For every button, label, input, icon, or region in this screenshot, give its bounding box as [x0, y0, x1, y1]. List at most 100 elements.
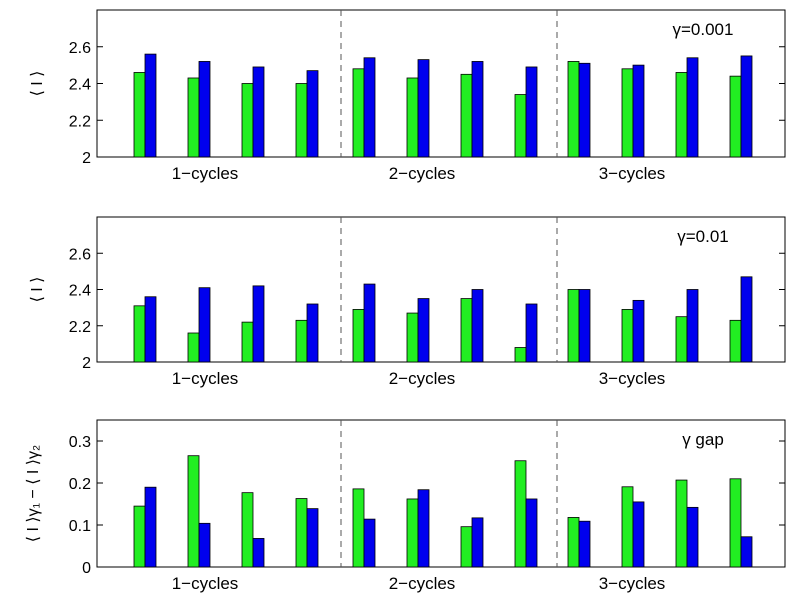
bar-green-1-0 [133, 305, 146, 363]
bar-green-2-3 [295, 498, 308, 568]
bar-green-0-9 [621, 68, 634, 158]
group-label: 3−cycles [599, 369, 666, 388]
bar-blue-0-8 [578, 62, 591, 158]
bar-blue-0-11 [740, 55, 753, 158]
bar-blue-2-1 [198, 522, 211, 568]
bar-blue-2-0 [144, 486, 157, 568]
bar-green-1-10 [675, 316, 688, 363]
y-tick-label: 0.3 [69, 434, 91, 451]
bar-blue-0-6 [471, 61, 484, 158]
panel-annotation: γ gap [682, 430, 724, 449]
bar-blue-2-8 [578, 520, 591, 568]
bar-green-2-4 [352, 488, 365, 568]
y-tick-label: 0.2 [69, 476, 91, 493]
bar-blue-1-3 [306, 303, 319, 363]
bar-green-0-2 [241, 83, 254, 158]
bar-green-0-0 [133, 72, 146, 158]
group-label: 1−cycles [172, 164, 239, 183]
y-tick-label: 2.2 [69, 319, 91, 336]
bar-blue-0-10 [686, 57, 699, 158]
bar-green-1-5 [406, 312, 419, 363]
bar-blue-1-4 [363, 283, 376, 363]
group-label: 2−cycles [389, 369, 456, 388]
bar-blue-2-9 [632, 501, 645, 568]
bar-blue-1-2 [252, 285, 265, 363]
bar-blue-0-1 [198, 61, 211, 158]
bar-green-2-0 [133, 505, 146, 568]
bar-blue-2-7 [525, 498, 538, 568]
bar-blue-0-9 [632, 64, 645, 158]
bar-blue-0-0 [144, 53, 157, 158]
bar-blue-2-6 [471, 517, 484, 568]
bar-blue-1-9 [632, 299, 645, 363]
bar-green-2-10 [675, 479, 688, 568]
bar-green-2-8 [567, 517, 580, 568]
bar-green-0-5 [406, 77, 419, 158]
bar-green-1-6 [460, 298, 473, 363]
bar-green-2-9 [621, 486, 634, 568]
bar-green-0-6 [460, 73, 473, 158]
bar-blue-2-3 [306, 508, 319, 568]
y-tick-label: 2.4 [69, 77, 91, 94]
bar-blue-1-10 [686, 289, 699, 363]
bar-green-1-11 [729, 319, 742, 363]
bar-green-1-8 [567, 289, 580, 363]
bar-green-2-1 [187, 455, 200, 568]
panel-annotation: γ=0.01 [677, 227, 729, 246]
bar-blue-0-4 [363, 57, 376, 158]
bar-blue-1-1 [198, 287, 211, 363]
bar-blue-2-4 [363, 518, 376, 568]
bar-green-1-9 [621, 309, 634, 363]
y-axis-label: ⟨ I ⟩ [29, 277, 46, 303]
bar-blue-1-5 [417, 298, 430, 363]
bar-blue-1-0 [144, 296, 157, 363]
y-tick-label: 2.2 [69, 113, 91, 130]
bar-green-2-5 [406, 498, 419, 568]
y-tick-label: 2 [82, 150, 91, 167]
panel-annotation: γ=0.001 [673, 20, 734, 39]
y-tick-label: 2.6 [69, 40, 91, 57]
bar-green-0-7 [514, 94, 527, 158]
group-label: 3−cycles [599, 164, 666, 183]
bar-green-0-1 [187, 77, 200, 158]
bar-green-1-1 [187, 332, 200, 363]
bar-blue-0-3 [306, 70, 319, 158]
bar-green-0-4 [352, 68, 365, 158]
bar-green-2-11 [729, 478, 742, 568]
y-tick-label: 0 [82, 560, 91, 577]
group-label: 3−cycles [599, 574, 666, 593]
y-tick-label: 2.6 [69, 246, 91, 263]
bar-green-2-7 [514, 460, 527, 568]
bar-blue-2-10 [686, 506, 699, 568]
group-label: 1−cycles [172, 369, 239, 388]
group-label: 2−cycles [389, 164, 456, 183]
bar-green-2-2 [241, 492, 254, 568]
bar-blue-1-8 [578, 289, 591, 363]
bar-green-2-6 [460, 526, 473, 568]
y-axis-label: ⟨ I ⟩ [29, 71, 46, 97]
bar-blue-0-7 [525, 66, 538, 158]
group-label: 2−cycles [389, 574, 456, 593]
bar-blue-2-11 [740, 536, 753, 568]
bar-green-0-11 [729, 75, 742, 158]
y-tick-label: 2.4 [69, 283, 91, 300]
bar-green-0-8 [567, 61, 580, 158]
bar-blue-1-11 [740, 276, 753, 363]
y-tick-label: 0.1 [69, 518, 91, 535]
bar-green-0-3 [295, 83, 308, 158]
bar-blue-0-2 [252, 66, 265, 158]
y-axis-label: ⟨ I ⟩γ₁ − ⟨ I ⟩γ₂ [25, 445, 42, 542]
bar-blue-1-7 [525, 303, 538, 363]
bar-green-1-3 [295, 319, 308, 363]
bar-green-1-2 [241, 321, 254, 363]
y-tick-label: 2 [82, 355, 91, 372]
bar-green-1-4 [352, 309, 365, 363]
group-label: 1−cycles [172, 574, 239, 593]
bar-green-1-7 [514, 347, 527, 363]
bar-blue-0-5 [417, 59, 430, 158]
bar-blue-1-6 [471, 289, 484, 363]
bar-blue-2-2 [252, 538, 265, 568]
bar-blue-2-5 [417, 489, 430, 568]
bar-green-0-10 [675, 72, 688, 158]
